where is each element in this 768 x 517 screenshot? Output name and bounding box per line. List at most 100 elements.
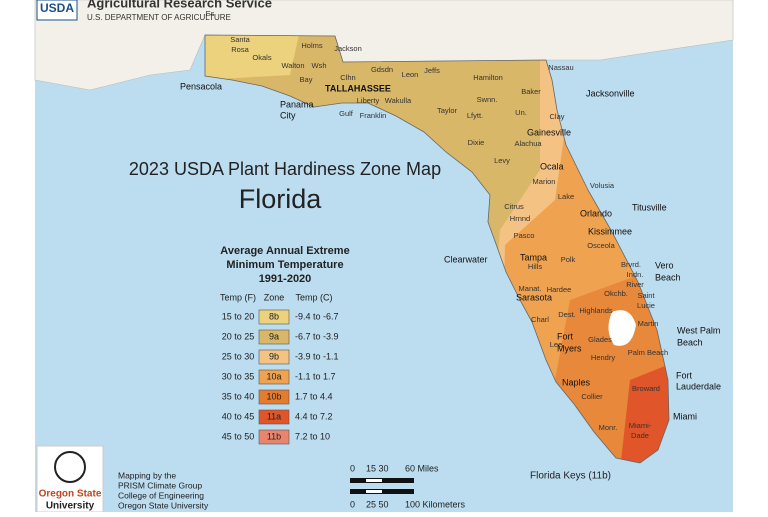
county-label: Hardee [547, 285, 572, 294]
legend-swatch [258, 389, 290, 405]
legend-column: Temp (C) [295, 292, 332, 302]
city-label: Beach [677, 337, 703, 347]
scale-km-label: 25 50 [366, 499, 389, 509]
department: U.S. DEPARTMENT OF AGRICULTURE [87, 13, 231, 22]
legend-temp-c: -3.9 to -1.1 [295, 351, 339, 361]
city-label: Beach [655, 272, 681, 282]
city-label: TALLAHASSEE [325, 83, 391, 93]
legend-temp-f: 25 to 30 [222, 351, 255, 361]
county-label: Brvrd. [621, 260, 641, 269]
county-label: Rosa [231, 45, 249, 54]
legend-zone: 11a [267, 411, 281, 421]
county-label: Levy [494, 156, 510, 165]
city-label: Sarasota [516, 292, 552, 302]
city-label: Myers [557, 343, 582, 353]
legend-title: 1991-2020 [259, 273, 312, 285]
county-label: Es [206, 9, 215, 18]
scale-km-label: 0 [350, 499, 355, 509]
legend-swatch [258, 409, 290, 425]
county-label: Swnn. [477, 95, 498, 104]
county-label: Hendry [591, 353, 615, 362]
county-label: Charl [531, 315, 549, 324]
city-label: City [280, 110, 296, 120]
scale-mile-label: 0 [350, 463, 355, 473]
osu-seal [54, 451, 86, 483]
legend-temp-f: 20 to 25 [222, 331, 255, 341]
title: 2023 USDA Plant Hardiness Zone Map [129, 159, 441, 179]
county-label: Okals [252, 53, 271, 62]
county-label: Alachua [514, 139, 542, 148]
legend-zone: 11b [267, 431, 281, 441]
city-label: Fort [557, 331, 574, 341]
legend-temp-f: 15 to 20 [222, 311, 255, 321]
county-label: Polk [561, 255, 576, 264]
zone-8b [205, 35, 300, 80]
city-label: Ocala [540, 161, 564, 171]
county-label: Broward [632, 384, 660, 393]
county-label: Lfytt. [467, 111, 483, 120]
legend-zone: 10a [266, 371, 281, 381]
county-label: Hamilton [473, 73, 503, 82]
county-label: Wsh [312, 61, 327, 70]
lake-okeechobee [608, 310, 636, 346]
county-label: Indn. [627, 270, 644, 279]
scale-bar [350, 478, 414, 494]
city-label: Gainesville [527, 127, 571, 137]
legend-title: Minimum Temperature [226, 259, 343, 271]
county-label: Glades [588, 335, 612, 344]
county-label: Santa [230, 35, 250, 44]
legend-temp-c: -9.4 to -6.7 [295, 311, 339, 321]
legend-title: Average Annual Extreme [220, 245, 349, 257]
city-label: Miami [673, 411, 697, 421]
city-label: Vero [655, 260, 674, 270]
legend-temp-c: -1.1 to 1.7 [295, 371, 336, 381]
city-label: Titusville [632, 202, 667, 212]
county-label: Palm Beach [628, 348, 668, 357]
county-label: Un. [515, 108, 527, 117]
city-label: Clearwater [444, 254, 488, 264]
county-label: Dest. [558, 310, 576, 319]
county-label: Citrus [504, 202, 524, 211]
county-label: Lake [558, 192, 574, 201]
credit-line: College of Engineering [118, 490, 204, 500]
legend-zone: 8b [269, 311, 279, 321]
legend-zone: 9a [269, 331, 279, 341]
legend-column: Zone [264, 292, 285, 302]
county-label: Volusia [590, 181, 615, 190]
county-label: Lucie [637, 301, 655, 310]
county-label: Baker [521, 87, 541, 96]
state-name: Florida [239, 184, 323, 214]
county-label: Liberty [357, 96, 380, 105]
legend-column: Temp (F) [220, 292, 256, 302]
credit-line: Oregon State University [118, 500, 209, 510]
usda-logo [36, 0, 78, 21]
county-label: Walton [281, 61, 304, 70]
scale-km-label: 100 Kilometers [405, 499, 466, 509]
keys-note: Florida Keys (11b) [530, 471, 611, 482]
county-label: Okchb. [604, 289, 628, 298]
legend-swatch [258, 429, 290, 445]
legend-temp-f: 45 to 50 [222, 431, 255, 441]
legend-zone: 10b [266, 391, 281, 401]
legend-temp-c: -6.7 to -3.9 [295, 331, 339, 341]
county-label: Osceola [587, 241, 615, 250]
city-label: Fort [676, 370, 693, 380]
county-label: River [626, 280, 644, 289]
county-label: Jeffs [424, 66, 440, 75]
university: Oregon State [39, 489, 102, 500]
city-label: Orlando [580, 208, 612, 218]
city-label: Tampa [520, 252, 547, 262]
county-label: Collier [581, 392, 603, 401]
legend-temp-c: 7.2 to 10 [295, 431, 330, 441]
scale-mile-label: 60 Miles [405, 463, 439, 473]
county-label: Franklin [360, 111, 387, 120]
legend-swatch [258, 329, 290, 345]
legend-swatch [258, 349, 290, 365]
county-label: Leon [402, 70, 419, 79]
county-label: Pasco [514, 231, 535, 240]
county-label: Jackson [334, 44, 362, 53]
county-label: Lee [550, 340, 563, 349]
county-label: Hrnnd [510, 214, 530, 223]
county-label: Marion [533, 177, 556, 186]
